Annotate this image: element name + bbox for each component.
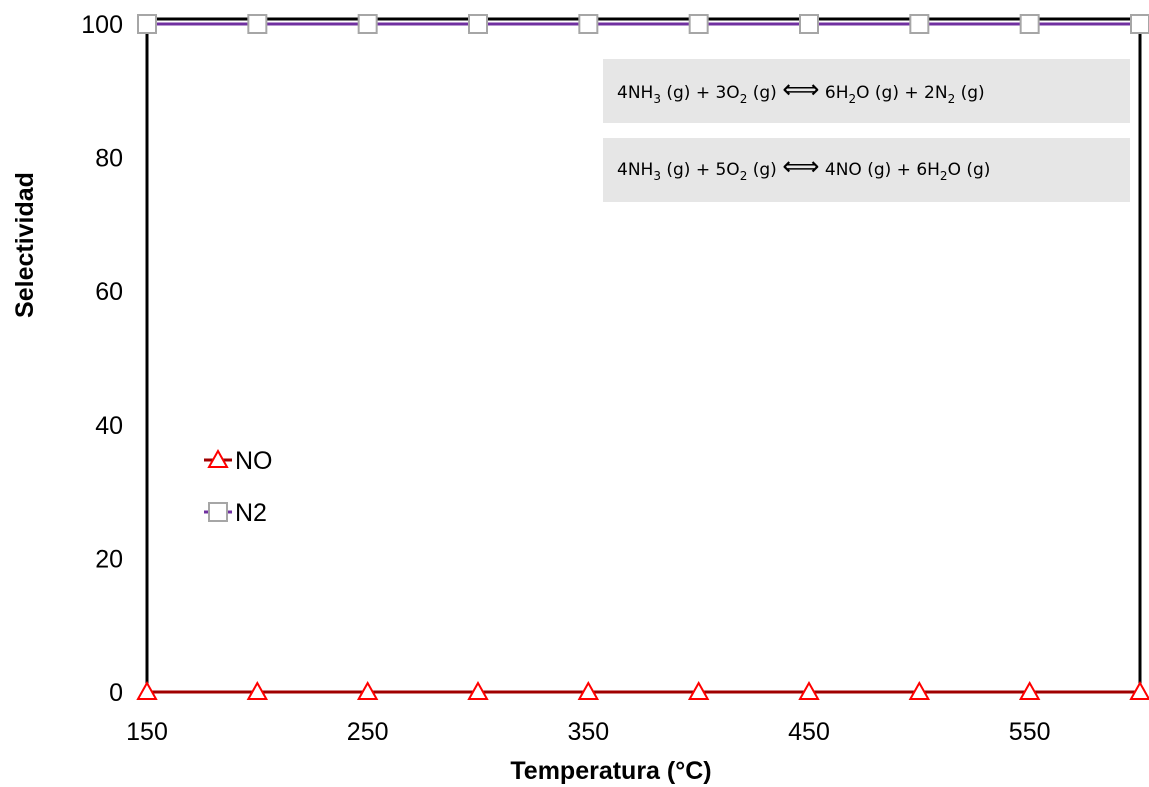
data-point-no	[1018, 680, 1041, 700]
legend-marker-no	[207, 448, 229, 468]
equation-subscript: 2	[849, 92, 857, 106]
equation-subscript: 3	[653, 92, 661, 106]
x-tick-label: 150	[126, 718, 168, 746]
data-point-n2	[357, 14, 378, 34]
data-point-no	[687, 680, 710, 700]
x-tick-label: 550	[1009, 718, 1051, 746]
legend-marker-n2	[208, 502, 228, 522]
data-point-n2	[688, 14, 709, 34]
series-layer	[136, 14, 1149, 700]
data-point-n2	[1130, 14, 1149, 34]
equation-text: O (g)	[948, 160, 991, 180]
equation-subscript: 2	[740, 169, 748, 183]
data-point-no	[577, 680, 600, 700]
data-point-n2	[247, 14, 268, 34]
equation-text: O (g) + 2N	[856, 83, 947, 103]
y-tick-label: 40	[95, 412, 123, 440]
data-point-n2	[909, 14, 930, 34]
reaction-box-background	[603, 59, 1130, 123]
legend-item-n2: N2	[204, 499, 267, 527]
x-tick-label: 250	[347, 718, 389, 746]
x-tick-label: 450	[788, 718, 830, 746]
x-axis-title: Temperatura (°C)	[510, 757, 711, 785]
y-tick-label: 0	[109, 679, 123, 707]
legend-label-n2: N2	[235, 499, 267, 527]
reaction-box-background	[603, 138, 1130, 202]
data-point-n2	[578, 14, 599, 34]
equation-text: 4NH	[617, 160, 653, 180]
x-axis-ticks: 150 250 350 450 550	[126, 718, 1050, 746]
series-n2	[137, 14, 1149, 34]
reaction-box: 4NH3 (g) + 5O2 (g) ⟺ 4NO (g) + 6H2O (g)	[603, 138, 1130, 202]
equation-text: 6H	[819, 83, 848, 103]
y-tick-label: 60	[95, 278, 123, 306]
reaction-equation: 4NH3 (g) + 3O2 (g) ⟺ 6H2O (g) + 2N2 (g)	[617, 75, 985, 106]
equation-text: (g)	[955, 83, 984, 103]
legend-item-no: NO	[204, 447, 273, 475]
data-point-no	[467, 680, 489, 700]
data-point-n2	[799, 14, 819, 34]
legend-label-no: NO	[235, 447, 273, 475]
data-point-no	[1129, 680, 1149, 700]
equation-text: (g)	[747, 83, 782, 103]
equation-text: (g) + 5O	[661, 160, 740, 180]
data-point-no	[908, 680, 931, 700]
equation-subscript: 2	[940, 169, 948, 183]
x-tick-label: 350	[567, 718, 609, 746]
y-tick-label: 100	[81, 11, 123, 39]
legend: NO N2	[204, 447, 273, 527]
equation-text: (g) + 3O	[661, 83, 740, 103]
y-axis-ticks: 0 20 40 60 80 100	[81, 11, 123, 707]
equation-subscript: 3	[653, 169, 661, 183]
series-no	[136, 680, 1149, 700]
data-point-no	[246, 680, 269, 700]
data-point-no	[798, 680, 820, 700]
data-point-no	[356, 680, 379, 700]
equation-text: ⟺	[782, 75, 819, 105]
reaction-equation: 4NH3 (g) + 5O2 (g) ⟺ 4NO (g) + 6H2O (g)	[617, 152, 990, 183]
equation-text: ⟺	[782, 152, 819, 182]
equation-text: 4NO (g) + 6H	[819, 160, 939, 180]
data-point-n2	[1019, 14, 1040, 34]
y-tick-label: 80	[95, 145, 123, 173]
reaction-annotations: 4NH3 (g) + 3O2 (g) ⟺ 6H2O (g) + 2N2 (g)4…	[603, 59, 1130, 202]
data-point-no	[136, 680, 158, 700]
data-point-n2	[468, 14, 488, 34]
reaction-box: 4NH3 (g) + 3O2 (g) ⟺ 6H2O (g) + 2N2 (g)	[603, 59, 1130, 123]
y-tick-label: 20	[95, 545, 123, 573]
y-axis-title: Selectividad	[11, 172, 39, 318]
equation-text: (g)	[747, 160, 782, 180]
data-point-n2	[137, 14, 157, 34]
equation-subscript: 2	[948, 92, 956, 106]
equation-subscript: 2	[740, 92, 748, 106]
equation-text: 4NH	[617, 83, 653, 103]
